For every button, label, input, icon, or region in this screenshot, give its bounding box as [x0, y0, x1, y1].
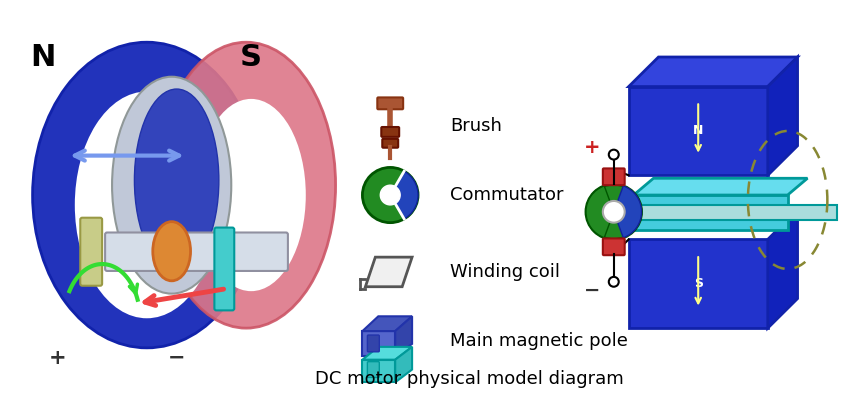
FancyBboxPatch shape [214, 228, 234, 310]
FancyBboxPatch shape [368, 335, 380, 352]
Text: −: − [584, 281, 600, 300]
Circle shape [380, 185, 400, 205]
Polygon shape [363, 347, 412, 360]
Circle shape [586, 184, 642, 239]
Text: +: + [49, 348, 66, 368]
Polygon shape [594, 205, 837, 220]
Ellipse shape [134, 89, 219, 271]
Circle shape [608, 150, 619, 160]
FancyBboxPatch shape [368, 362, 380, 378]
Polygon shape [363, 316, 412, 331]
Text: S: S [694, 277, 703, 290]
FancyBboxPatch shape [381, 127, 399, 137]
FancyBboxPatch shape [603, 239, 625, 255]
Ellipse shape [157, 42, 335, 328]
Polygon shape [634, 195, 788, 229]
FancyBboxPatch shape [80, 218, 102, 286]
Text: Main magnetic pole: Main magnetic pole [450, 332, 628, 350]
Ellipse shape [112, 77, 231, 293]
Wedge shape [614, 186, 642, 238]
Ellipse shape [32, 42, 261, 348]
Wedge shape [391, 171, 418, 219]
Polygon shape [395, 316, 412, 356]
Ellipse shape [75, 92, 219, 318]
Text: N: N [693, 124, 704, 137]
Text: +: + [584, 138, 600, 157]
Text: Commutator: Commutator [450, 186, 563, 204]
Polygon shape [629, 87, 768, 175]
Circle shape [363, 167, 418, 223]
Polygon shape [768, 57, 797, 175]
Text: Winding coil: Winding coil [450, 263, 560, 281]
Ellipse shape [153, 222, 191, 281]
Circle shape [603, 201, 625, 223]
Wedge shape [586, 186, 614, 238]
Text: −: − [168, 348, 186, 368]
Polygon shape [363, 360, 395, 382]
Text: S: S [240, 43, 262, 71]
FancyBboxPatch shape [377, 98, 403, 109]
FancyBboxPatch shape [603, 168, 625, 185]
Polygon shape [395, 347, 412, 382]
Polygon shape [634, 178, 808, 195]
Polygon shape [363, 331, 395, 356]
Polygon shape [629, 57, 797, 87]
Ellipse shape [197, 99, 306, 291]
FancyBboxPatch shape [382, 139, 398, 148]
Text: DC motor physical model diagram: DC motor physical model diagram [316, 371, 624, 388]
Polygon shape [365, 257, 412, 287]
Polygon shape [768, 210, 797, 328]
Circle shape [608, 277, 619, 287]
FancyBboxPatch shape [106, 233, 288, 271]
Polygon shape [629, 239, 768, 328]
Text: N: N [30, 43, 55, 71]
Text: Brush: Brush [450, 117, 502, 135]
